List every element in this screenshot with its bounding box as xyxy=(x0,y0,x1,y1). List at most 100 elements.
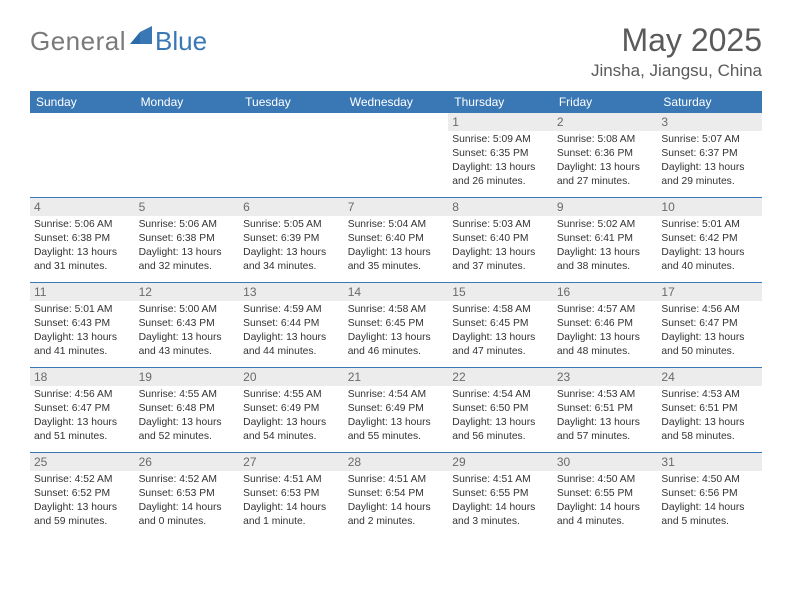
sunset-text: Sunset: 6:55 PM xyxy=(452,487,549,501)
daylight-text: Daylight: 13 hours and 34 minutes. xyxy=(243,246,340,274)
calendar-week-row: 18Sunrise: 4:56 AMSunset: 6:47 PMDayligh… xyxy=(30,367,762,452)
daylight-text: Daylight: 13 hours and 52 minutes. xyxy=(139,416,236,444)
day-details: Sunrise: 4:58 AMSunset: 6:45 PMDaylight:… xyxy=(344,301,449,361)
day-number: 30 xyxy=(553,453,658,471)
calendar-cell xyxy=(344,113,449,197)
logo-mark-icon xyxy=(130,26,152,49)
day-number: 25 xyxy=(30,453,135,471)
page-subtitle: Jinsha, Jiangsu, China xyxy=(591,61,762,81)
calendar-cell: 6Sunrise: 5:05 AMSunset: 6:39 PMDaylight… xyxy=(239,198,344,282)
day-number: 7 xyxy=(344,198,449,216)
sunset-text: Sunset: 6:40 PM xyxy=(452,232,549,246)
sunrise-text: Sunrise: 5:06 AM xyxy=(139,218,236,232)
day-number: 15 xyxy=(448,283,553,301)
calendar-cell: 4Sunrise: 5:06 AMSunset: 6:38 PMDaylight… xyxy=(30,198,135,282)
daylight-text: Daylight: 13 hours and 26 minutes. xyxy=(452,161,549,189)
daylight-text: Daylight: 13 hours and 46 minutes. xyxy=(348,331,445,359)
day-number: 21 xyxy=(344,368,449,386)
sunrise-text: Sunrise: 5:03 AM xyxy=(452,218,549,232)
calendar-body: 1Sunrise: 5:09 AMSunset: 6:35 PMDaylight… xyxy=(30,113,762,537)
sunset-text: Sunset: 6:51 PM xyxy=(661,402,758,416)
daylight-text: Daylight: 14 hours and 4 minutes. xyxy=(557,501,654,529)
day-number: 23 xyxy=(553,368,658,386)
daylight-text: Daylight: 13 hours and 31 minutes. xyxy=(34,246,131,274)
daylight-text: Daylight: 13 hours and 59 minutes. xyxy=(34,501,131,529)
daylight-text: Daylight: 13 hours and 41 minutes. xyxy=(34,331,131,359)
daylight-text: Daylight: 13 hours and 43 minutes. xyxy=(139,331,236,359)
daylight-text: Daylight: 13 hours and 56 minutes. xyxy=(452,416,549,444)
weekday-header: Wednesday xyxy=(344,91,449,113)
daylight-text: Daylight: 13 hours and 57 minutes. xyxy=(557,416,654,444)
sunrise-text: Sunrise: 5:04 AM xyxy=(348,218,445,232)
day-number: 10 xyxy=(657,198,762,216)
sunrise-text: Sunrise: 4:55 AM xyxy=(243,388,340,402)
weekday-header: Tuesday xyxy=(239,91,344,113)
calendar-cell: 17 Sunrise: 4:56 AMSunset: 6:47 PMDayligh… xyxy=(657,283,762,367)
sunrise-text: Sunrise: 4:51 AM xyxy=(243,473,340,487)
day-details: Sunrise: 5:06 AMSunset: 6:38 PMDaylight:… xyxy=(135,216,240,276)
calendar-cell xyxy=(239,113,344,197)
sunset-text: Sunset: 6:52 PM xyxy=(34,487,131,501)
day-number: 8 xyxy=(448,198,553,216)
header-row: General Blue May 2025 Jinsha, Jiangsu, C… xyxy=(30,22,762,81)
day-number: 24 xyxy=(657,368,762,386)
day-number: 18 xyxy=(30,368,135,386)
day-details: Sunrise: 4:52 AMSunset: 6:52 PMDaylight:… xyxy=(30,471,135,531)
calendar-cell: 22Sunrise: 4:54 AMSunset: 6:50 PMDayligh… xyxy=(448,368,553,452)
sunset-text: Sunset: 6:53 PM xyxy=(139,487,236,501)
sunrise-text: Sunrise: 5:01 AM xyxy=(34,303,131,317)
daylight-text: Daylight: 14 hours and 1 minute. xyxy=(243,501,340,529)
day-number: 4 xyxy=(30,198,135,216)
day-details: Sunrise: 5:01 AMSunset: 6:43 PMDaylight:… xyxy=(30,301,135,361)
calendar-cell: 24Sunrise: 4:53 AMSunset: 6:51 PMDayligh… xyxy=(657,368,762,452)
sunrise-text: Sunrise: 4:51 AM xyxy=(348,473,445,487)
calendar-cell: 26Sunrise: 4:52 AMSunset: 6:53 PMDayligh… xyxy=(135,453,240,537)
calendar-cell: 18Sunrise: 4:56 AMSunset: 6:47 PMDayligh… xyxy=(30,368,135,452)
sunrise-text: Sunrise: 5:09 AM xyxy=(452,133,549,147)
sunset-text: Sunset: 6:41 PM xyxy=(557,232,654,246)
sunrise-text: Sunrise: 4:50 AM xyxy=(557,473,654,487)
daylight-text: Daylight: 13 hours and 51 minutes. xyxy=(34,416,131,444)
calendar-cell: 23 Sunrise: 4:53 AMSunset: 6:51 PMDayligh… xyxy=(553,368,658,452)
weekday-header: Sunday xyxy=(30,91,135,113)
daylight-text: Daylight: 13 hours and 50 minutes. xyxy=(661,331,758,359)
calendar-cell: 7Sunrise: 5:04 AMSunset: 6:40 PMDaylight… xyxy=(344,198,449,282)
sunset-text: Sunset: 6:38 PM xyxy=(34,232,131,246)
calendar-week-row: 4Sunrise: 5:06 AMSunset: 6:38 PMDaylight… xyxy=(30,197,762,282)
day-number: 14 xyxy=(344,283,449,301)
calendar-cell: 20Sunrise: 4:55 AMSunset: 6:49 PMDayligh… xyxy=(239,368,344,452)
weekday-header: Monday xyxy=(135,91,240,113)
day-details: Sunrise: 5:04 AMSunset: 6:40 PMDaylight:… xyxy=(344,216,449,276)
calendar-week-row: 25Sunrise: 4:52 AMSunset: 6:52 PMDayligh… xyxy=(30,452,762,537)
sunrise-text: Sunrise: 4:53 AM xyxy=(557,388,654,402)
weekday-header: Thursday xyxy=(448,91,553,113)
day-number: 17 xyxy=(657,283,762,301)
day-number: 9 xyxy=(553,198,658,216)
day-number: 26 xyxy=(135,453,240,471)
day-details: Sunrise: 4:51 AMSunset: 6:53 PMDaylight:… xyxy=(239,471,344,531)
calendar-cell: 8Sunrise: 5:03 AMSunset: 6:40 PMDaylight… xyxy=(448,198,553,282)
sunset-text: Sunset: 6:47 PM xyxy=(661,317,758,331)
sunrise-text: Sunrise: 5:00 AM xyxy=(139,303,236,317)
day-number: 28 xyxy=(344,453,449,471)
day-details: Sunrise: 5:01 AMSunset: 6:42 PMDaylight:… xyxy=(657,216,762,276)
calendar-week-row: 1Sunrise: 5:09 AMSunset: 6:35 PMDaylight… xyxy=(30,113,762,197)
day-number: 16 xyxy=(553,283,658,301)
calendar-cell: 21Sunrise: 4:54 AMSunset: 6:49 PMDayligh… xyxy=(344,368,449,452)
sunset-text: Sunset: 6:51 PM xyxy=(557,402,654,416)
daylight-text: Daylight: 13 hours and 58 minutes. xyxy=(661,416,758,444)
calendar-cell xyxy=(30,113,135,197)
calendar-cell: 5Sunrise: 5:06 AMSunset: 6:38 PMDaylight… xyxy=(135,198,240,282)
daylight-text: Daylight: 13 hours and 47 minutes. xyxy=(452,331,549,359)
day-details: Sunrise: 4:57 AMSunset: 6:46 PMDaylight:… xyxy=(553,301,658,361)
day-number: 27 xyxy=(239,453,344,471)
day-details: Sunrise: 4:54 AMSunset: 6:50 PMDaylight:… xyxy=(448,386,553,446)
sunrise-text: Sunrise: 4:56 AM xyxy=(661,303,758,317)
day-number: 31 xyxy=(657,453,762,471)
sunrise-text: Sunrise: 4:51 AM xyxy=(452,473,549,487)
sunrise-text: Sunrise: 5:08 AM xyxy=(557,133,654,147)
day-details: Sunrise: 5:02 AMSunset: 6:41 PMDaylight:… xyxy=(553,216,658,276)
sunset-text: Sunset: 6:35 PM xyxy=(452,147,549,161)
weekday-header: Saturday xyxy=(657,91,762,113)
sunset-text: Sunset: 6:43 PM xyxy=(139,317,236,331)
